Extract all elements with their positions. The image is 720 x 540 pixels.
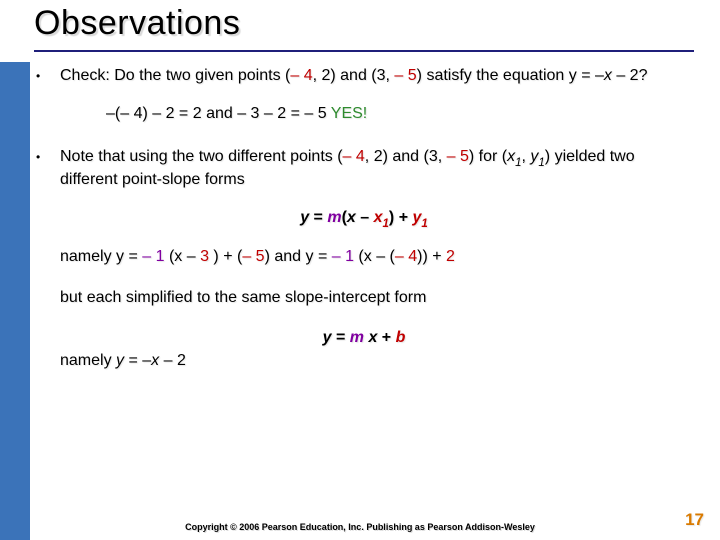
m2: – 1 xyxy=(332,248,354,265)
var-x: x xyxy=(604,67,612,84)
check-math: –(– 4) – 2 = 2 and – 3 – 2 = – 5 xyxy=(106,105,331,122)
title-wrap: Observations xyxy=(34,4,694,43)
m1: – 1 xyxy=(142,248,164,265)
n2-x: x xyxy=(151,352,159,369)
bullet-1: • Check: Do the two given points (– 4, 2… xyxy=(34,66,694,86)
check-yes: YES! xyxy=(331,105,367,122)
si-b: b xyxy=(396,329,406,346)
t: ) + ( xyxy=(209,248,242,265)
page-number: 17 xyxy=(685,510,704,530)
bullet-marker: • xyxy=(34,66,60,86)
pt-a-x: – 4 xyxy=(343,148,365,165)
t: Note that using the two different points… xyxy=(60,148,343,165)
ps-x: x xyxy=(347,209,356,226)
point-a-x: – 4 xyxy=(290,67,312,84)
rest: – 2 xyxy=(159,352,186,369)
point-b-y: – 5 xyxy=(394,67,416,84)
mn: – xyxy=(356,209,374,226)
eq: = – xyxy=(124,352,151,369)
sub-1: 1 xyxy=(515,157,521,169)
t: (x – xyxy=(165,248,201,265)
accent-sidebar xyxy=(0,62,30,540)
bullet-1-text: Check: Do the two given points (– 4, 2) … xyxy=(60,66,694,86)
sub-1b: 1 xyxy=(538,157,544,169)
var-x1: x xyxy=(507,148,515,165)
but-line: but each simplified to the same slope-in… xyxy=(34,288,694,308)
bullet-marker: • xyxy=(34,147,60,167)
title-underline xyxy=(34,50,694,52)
x1v: 3 xyxy=(200,248,209,265)
check-computation: –(– 4) – 2 = 2 and – 3 – 2 = – 5 YES! xyxy=(34,104,694,124)
slope-intercept-form: y = m x + b xyxy=(34,328,694,348)
content-area: • Check: Do the two given points (– 4, 2… xyxy=(34,66,694,371)
y1v: – 5 xyxy=(242,248,264,265)
y2v: 2 xyxy=(446,248,455,265)
si-y: y xyxy=(323,329,332,346)
namely-line-2: namely y = –x – 2 xyxy=(34,351,694,371)
t: , 2) and (3, xyxy=(365,148,447,165)
t: ) satisfy the equation y = – xyxy=(417,67,604,84)
t: , 2) and (3, xyxy=(313,67,395,84)
t: )) + xyxy=(417,248,446,265)
t: ) and y = xyxy=(265,248,332,265)
slide-title: Observations xyxy=(34,4,694,43)
t: namely xyxy=(60,352,116,369)
eq: = xyxy=(309,209,327,226)
copyright-text: Copyright © 2006 Pearson Education, Inc.… xyxy=(0,522,720,532)
rp: ) + xyxy=(389,209,413,226)
t: Check: Do the two given points ( xyxy=(60,67,290,84)
ps-x1: x xyxy=(374,209,383,226)
si-m: m xyxy=(350,329,364,346)
pl: + xyxy=(377,329,395,346)
pt-b-y: – 5 xyxy=(447,148,469,165)
bullet-2: • Note that using the two different poin… xyxy=(34,147,694,190)
x2v: – 4 xyxy=(395,248,417,265)
point-slope-form: y = m(x – x1) + y1 xyxy=(34,208,694,231)
ps-x1-sub: 1 xyxy=(383,218,389,230)
ps-y: y xyxy=(300,209,309,226)
t: (x – ( xyxy=(354,248,395,265)
eq: = xyxy=(332,329,350,346)
slide: Observations • Check: Do the two given p… xyxy=(0,0,720,540)
ps-m: m xyxy=(327,209,341,226)
bullet-2-text: Note that using the two different points… xyxy=(60,147,694,190)
t: ) for ( xyxy=(469,148,507,165)
t: – 2? xyxy=(612,67,648,84)
t: namely y = xyxy=(60,248,142,265)
namely-line-1: namely y = – 1 (x – 3 ) + (– 5) and y = … xyxy=(34,247,694,267)
ps-y1-sub: 1 xyxy=(421,218,427,230)
n2-y: y xyxy=(116,352,124,369)
